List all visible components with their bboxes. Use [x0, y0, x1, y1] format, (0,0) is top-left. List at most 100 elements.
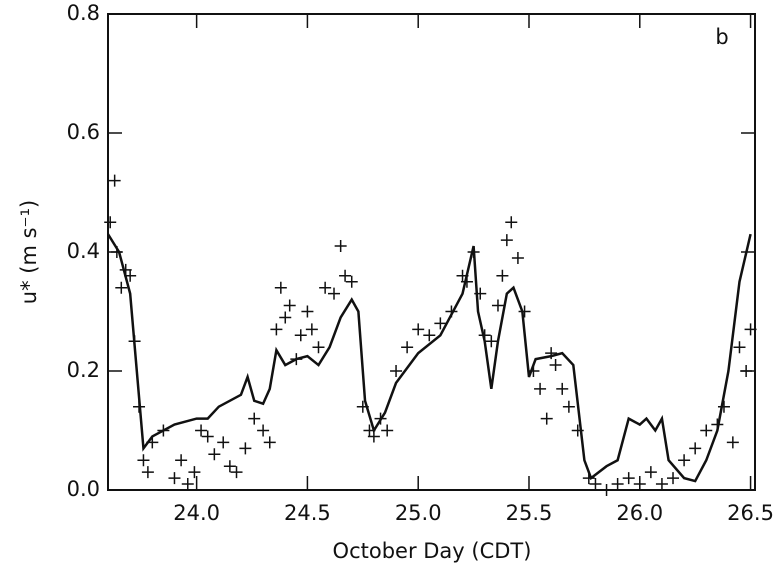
x-tick-label: 24.0 — [173, 501, 220, 525]
observation-marker — [110, 246, 123, 258]
observation-marker — [549, 359, 562, 372]
observation-marker — [600, 484, 613, 496]
observation-marker — [208, 448, 221, 461]
observation-marker — [367, 430, 380, 443]
observation-marker — [534, 382, 547, 395]
observation-marker — [181, 478, 194, 491]
observation-marker — [312, 341, 325, 354]
y-tick-label: 0.6 — [67, 120, 100, 144]
observation-marker — [474, 287, 487, 300]
observation-marker — [518, 305, 531, 318]
observation-marker — [740, 365, 753, 377]
observation-marker — [412, 323, 425, 336]
observation-marker — [611, 478, 624, 491]
observation-marker — [301, 305, 314, 318]
observation-marker — [711, 418, 724, 431]
observation-marker — [589, 478, 602, 491]
observation-marker — [294, 329, 307, 342]
observation-marker — [733, 341, 746, 354]
observation-marker — [390, 365, 403, 377]
observation-marker — [195, 424, 208, 437]
observation-marker — [319, 281, 332, 294]
observation-marker — [374, 412, 387, 425]
x-tick-label: 24.5 — [284, 501, 331, 525]
observation-marker — [239, 442, 252, 455]
observation-marker — [133, 400, 146, 413]
observation-marker — [571, 424, 584, 437]
x-tick-label: 25.0 — [395, 501, 442, 525]
observation-marker — [500, 234, 513, 247]
observation-marker — [678, 454, 691, 467]
observation-marker — [545, 347, 558, 360]
observation-marker — [188, 466, 201, 479]
observation-marker — [146, 436, 159, 449]
observation-marker — [274, 281, 287, 294]
observation-marker — [248, 412, 261, 425]
observation-marker — [270, 323, 283, 336]
observation-marker — [655, 478, 668, 491]
y-tick-label: 0.4 — [67, 239, 100, 263]
y-tick-label: 0.2 — [67, 358, 100, 382]
observation-marker — [689, 442, 702, 455]
y-tick-label: 0.0 — [67, 477, 100, 501]
observation-marker — [230, 466, 243, 479]
observation-marker — [115, 281, 128, 294]
observation-marker — [540, 412, 553, 425]
observation-marker — [168, 472, 181, 485]
observation-marker — [283, 299, 296, 312]
observation-marker — [726, 436, 739, 449]
observation-marker — [423, 329, 436, 342]
observation-marker — [434, 317, 447, 330]
observation-marker — [334, 240, 347, 253]
observation-marker — [467, 246, 480, 258]
observation-marker — [141, 466, 154, 479]
observation-marker — [460, 275, 473, 288]
observation-marker — [356, 400, 369, 413]
observation-marker — [257, 424, 270, 437]
observation-marker — [700, 424, 713, 437]
observation-marker — [108, 174, 121, 187]
observation-marker — [445, 305, 458, 318]
observation-marker — [339, 269, 352, 282]
observation-marker — [104, 216, 117, 229]
observation-marker — [644, 466, 657, 479]
observation-marker — [562, 400, 575, 413]
observation-marker — [345, 275, 358, 288]
observation-marker — [667, 472, 680, 485]
observation-marker — [622, 472, 635, 485]
observation-marker — [124, 269, 137, 282]
observation-marker — [478, 329, 491, 342]
observation-marker — [511, 251, 524, 264]
observation-marker — [401, 341, 414, 354]
observation-marker — [201, 430, 214, 443]
observation-marker — [279, 311, 292, 324]
observation-marker — [290, 353, 303, 366]
observation-marker — [582, 472, 595, 485]
observation-marker — [381, 424, 394, 437]
panel-label: b — [715, 25, 728, 49]
x-axis-label: October Day (CDT) — [333, 539, 532, 563]
observation-marker — [328, 287, 341, 300]
observation-marker — [527, 365, 540, 377]
observation-marker — [157, 424, 170, 437]
observation-marker — [717, 400, 730, 413]
y-tick-label: 0.8 — [67, 1, 100, 25]
observation-marker — [556, 382, 569, 395]
x-tick-label: 25.5 — [506, 501, 553, 525]
observation-marker — [217, 436, 230, 449]
observation-marker — [263, 436, 276, 449]
observation-marker — [128, 335, 141, 348]
observation-marker — [305, 323, 318, 336]
observation-marker — [496, 269, 509, 282]
observation-marker — [175, 454, 188, 467]
observation-marker — [485, 335, 498, 348]
model-line — [106, 233, 752, 483]
observation-marker — [744, 323, 757, 336]
x-tick-label: 26.0 — [616, 501, 663, 525]
observation-marker — [223, 460, 236, 473]
y-axis-label: u* (m s⁻¹) — [17, 200, 41, 304]
observation-marker — [491, 299, 504, 312]
observation-marker — [505, 216, 518, 229]
observation-marker — [633, 478, 646, 491]
